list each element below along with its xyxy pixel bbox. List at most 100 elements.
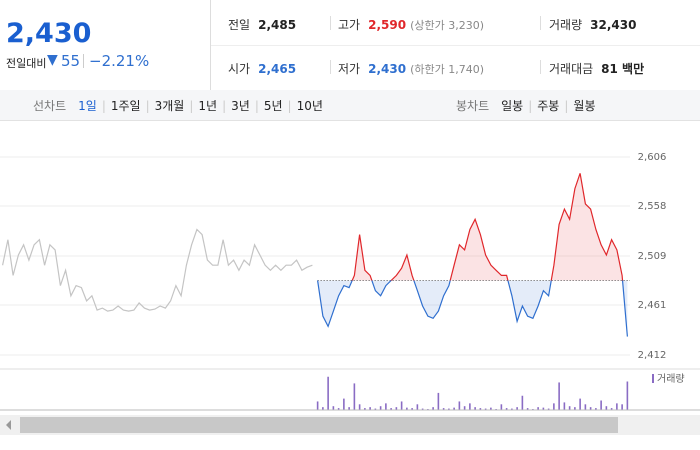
toolbar-item[interactable]: 3년	[231, 99, 250, 113]
toolbar-item[interactable]: 주봉	[537, 99, 560, 113]
volume-bar	[600, 400, 602, 410]
change: 55	[61, 52, 81, 70]
legend-swatch	[652, 374, 654, 383]
info-item: 전일 2,485	[228, 16, 296, 33]
volume-bar	[343, 398, 345, 410]
volume-bar	[400, 401, 403, 410]
area-down	[317, 280, 628, 337]
volume-bar	[616, 403, 618, 410]
toolbar-item[interactable]: 1년	[198, 99, 218, 113]
volume-bar	[432, 407, 434, 410]
separator: |	[287, 99, 292, 113]
volume-bar	[553, 403, 555, 410]
separator: |	[222, 99, 227, 113]
volume-bar	[406, 407, 408, 410]
toolbar-item[interactable]: 1주일	[110, 99, 141, 113]
volume-bar	[463, 406, 466, 410]
label: 저가	[338, 62, 361, 76]
volume-bar	[558, 382, 560, 410]
change-arrow: ▼	[47, 52, 58, 68]
volume-bar	[574, 407, 576, 410]
volume-bar	[605, 406, 608, 410]
volume-bar	[385, 403, 387, 410]
divider	[540, 16, 541, 30]
value: 2,430	[368, 62, 407, 76]
volume-bar	[516, 407, 518, 410]
toolbar-item[interactable]: 일봉	[501, 99, 524, 113]
volume-bar	[316, 401, 319, 410]
volume-bar	[458, 401, 461, 410]
volume-bar	[374, 408, 377, 410]
separator: |	[145, 99, 150, 113]
volume-bar	[621, 404, 623, 410]
volume-bar	[542, 407, 545, 410]
value: 2,485	[258, 18, 297, 32]
note: (하한가 1,740)	[410, 63, 484, 76]
volume-bar	[442, 408, 445, 410]
volume-bar	[563, 402, 566, 410]
value: 32,430	[590, 18, 637, 32]
volume-bar	[484, 408, 487, 410]
separator: |	[254, 99, 259, 113]
volume-bar	[395, 407, 398, 410]
volume-bar	[500, 404, 503, 410]
label: 고가	[338, 18, 361, 32]
separator: |	[189, 99, 194, 113]
label: 전일	[228, 18, 251, 32]
volume-bar	[332, 406, 335, 410]
volume-bar	[379, 406, 382, 410]
label: 거래대금	[549, 62, 594, 76]
volume-bar	[448, 408, 450, 410]
volume-bar	[469, 403, 471, 410]
toolbar	[0, 90, 700, 121]
toolbar-item[interactable]: 1일	[78, 99, 97, 113]
value: 81 백만	[601, 62, 645, 76]
volume-bar	[626, 381, 629, 410]
toolbar-right: 봉차트 일봉 | 주봉 | 월봉	[456, 97, 596, 114]
volume-bar	[537, 407, 539, 410]
volume-bar	[327, 376, 329, 410]
volume-bar	[364, 408, 366, 410]
price-line-up	[317, 173, 624, 281]
info-item: 거래대금 81 백만	[549, 60, 644, 77]
volume-bar	[348, 407, 350, 410]
scrollbar-thumb[interactable]	[20, 417, 618, 433]
toolbar-item[interactable]: 5년	[263, 99, 283, 113]
volume-bar	[490, 407, 492, 410]
toolbar-item[interactable]: 3개월	[154, 99, 185, 113]
volume-bar	[610, 408, 613, 410]
divider	[83, 54, 84, 68]
volume-bar	[337, 408, 340, 410]
separator: |	[101, 99, 106, 113]
volume-bar	[390, 408, 392, 410]
volume-bar	[322, 407, 324, 410]
divider	[540, 60, 541, 74]
volume-bar	[595, 408, 597, 410]
volume-bar	[589, 407, 592, 410]
volume-bar	[416, 404, 419, 410]
divider	[330, 16, 331, 30]
volume-bar	[584, 404, 587, 410]
toolbar-item[interactable]: 10년	[296, 99, 323, 113]
volume-bar	[411, 408, 413, 410]
note: (상한가 3,230)	[410, 19, 484, 32]
volume-bar	[353, 383, 356, 410]
scroll-left[interactable]	[6, 420, 11, 430]
candle-chart-label: 봉차트	[456, 99, 490, 113]
price-line	[2, 228, 313, 312]
toolbar-left: 선차트 1일 | 1주일 | 3개월 | 1년 | 3년 | 5년 | 10년	[33, 97, 323, 114]
volume-bar	[437, 392, 440, 410]
volume-bar	[479, 408, 482, 410]
area-up	[352, 173, 623, 281]
change-label: 전일대비	[6, 57, 47, 70]
change-pct: −2.21%	[89, 52, 150, 70]
toolbar-item[interactable]: 월봉	[573, 99, 596, 113]
value: 2,465	[258, 62, 297, 76]
info-item: 고가 2,590 (상한가 3,230)	[338, 16, 484, 33]
volume-bar	[505, 408, 508, 410]
y-tick-label: 2,606	[638, 152, 667, 163]
volume-bar	[421, 408, 424, 410]
separator: |	[528, 99, 533, 113]
volume-bar	[453, 407, 455, 410]
